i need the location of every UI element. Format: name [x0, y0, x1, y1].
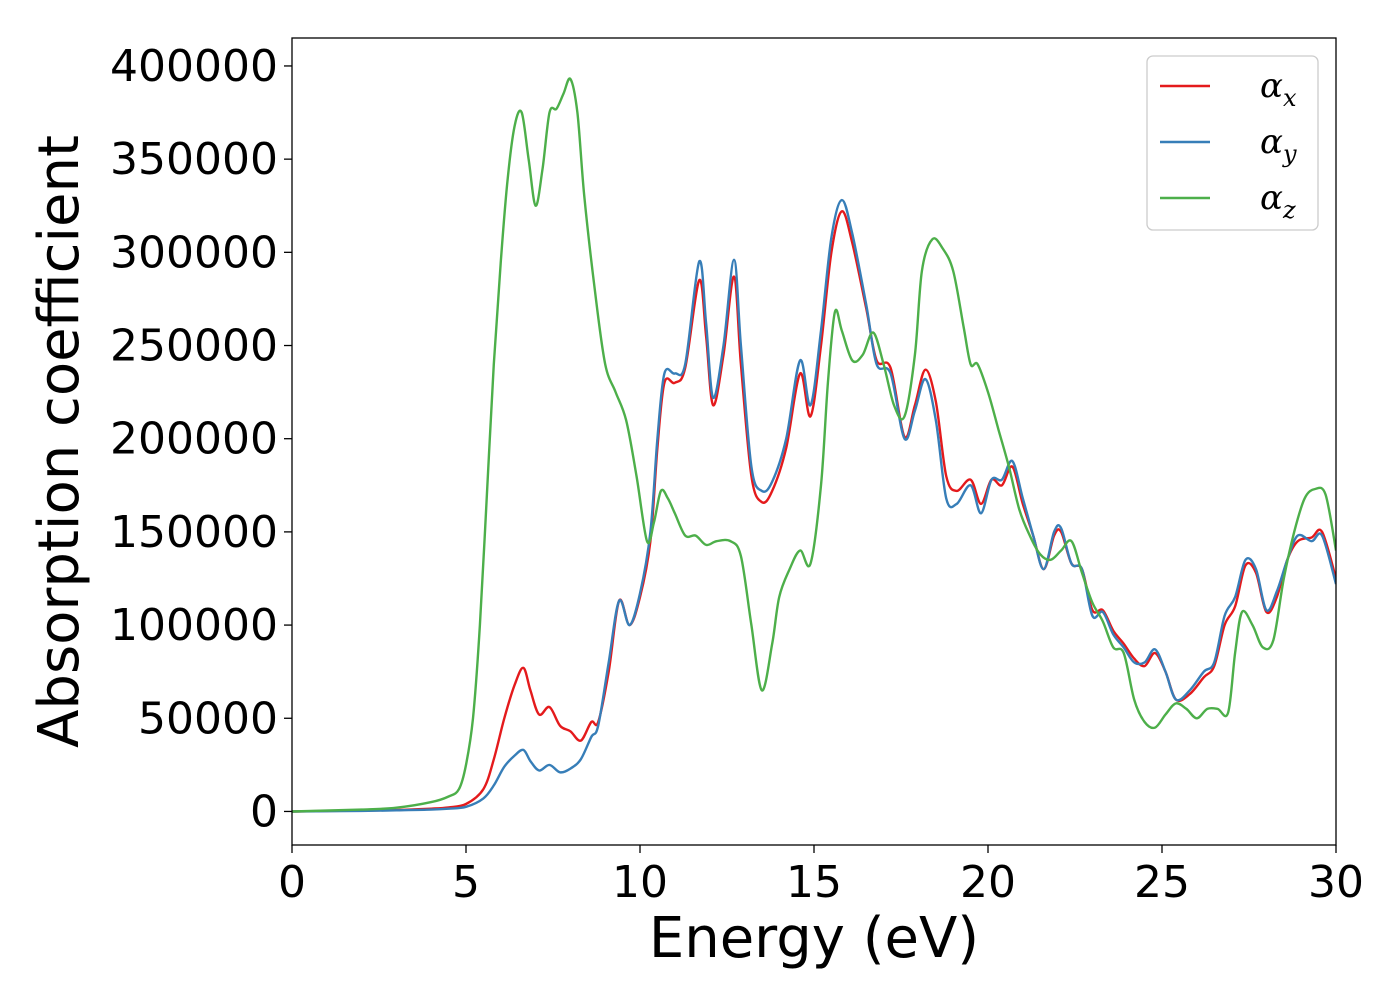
y-tick-label: 350000 — [110, 134, 278, 185]
series-line-alpha-x — [292, 210, 1336, 813]
series-line-alpha-z — [292, 77, 1336, 813]
y-tick-label: 200000 — [110, 414, 278, 465]
x-tick-label: 15 — [786, 857, 842, 908]
x-tick-label: 0 — [278, 857, 306, 908]
y-axis-label: Absorption coefficient — [27, 135, 92, 748]
x-axis-ticks: 0 5 10 15 20 25 30 — [278, 845, 1364, 908]
y-tick-label: 250000 — [110, 321, 278, 372]
x-tick-label: 10 — [612, 857, 668, 908]
x-axis-label: Energy (eV) — [649, 906, 979, 971]
y-tick-label: 400000 — [110, 41, 278, 92]
y-tick-label: 150000 — [110, 507, 278, 558]
x-tick-label: 30 — [1308, 857, 1364, 908]
legend-label-subscript: x — [1283, 84, 1297, 112]
x-tick-label: 5 — [452, 857, 480, 908]
y-tick-label: 300000 — [110, 227, 278, 278]
y-tick-label: 50000 — [138, 693, 278, 744]
series-layer — [292, 77, 1336, 813]
x-tick-label: 20 — [960, 857, 1016, 908]
y-tick-label: 100000 — [110, 600, 278, 651]
y-tick-label: 0 — [250, 786, 278, 837]
y-axis-ticks: 0 50000 100000 150000 200000 250000 300000 3500… — [110, 41, 292, 837]
legend-box — [1146, 55, 1319, 231]
x-tick-label: 25 — [1134, 857, 1190, 908]
legend-label-subscript: z — [1282, 196, 1296, 224]
legend-label-subscript: y — [1282, 140, 1297, 168]
series-line-alpha-y — [292, 198, 1336, 813]
